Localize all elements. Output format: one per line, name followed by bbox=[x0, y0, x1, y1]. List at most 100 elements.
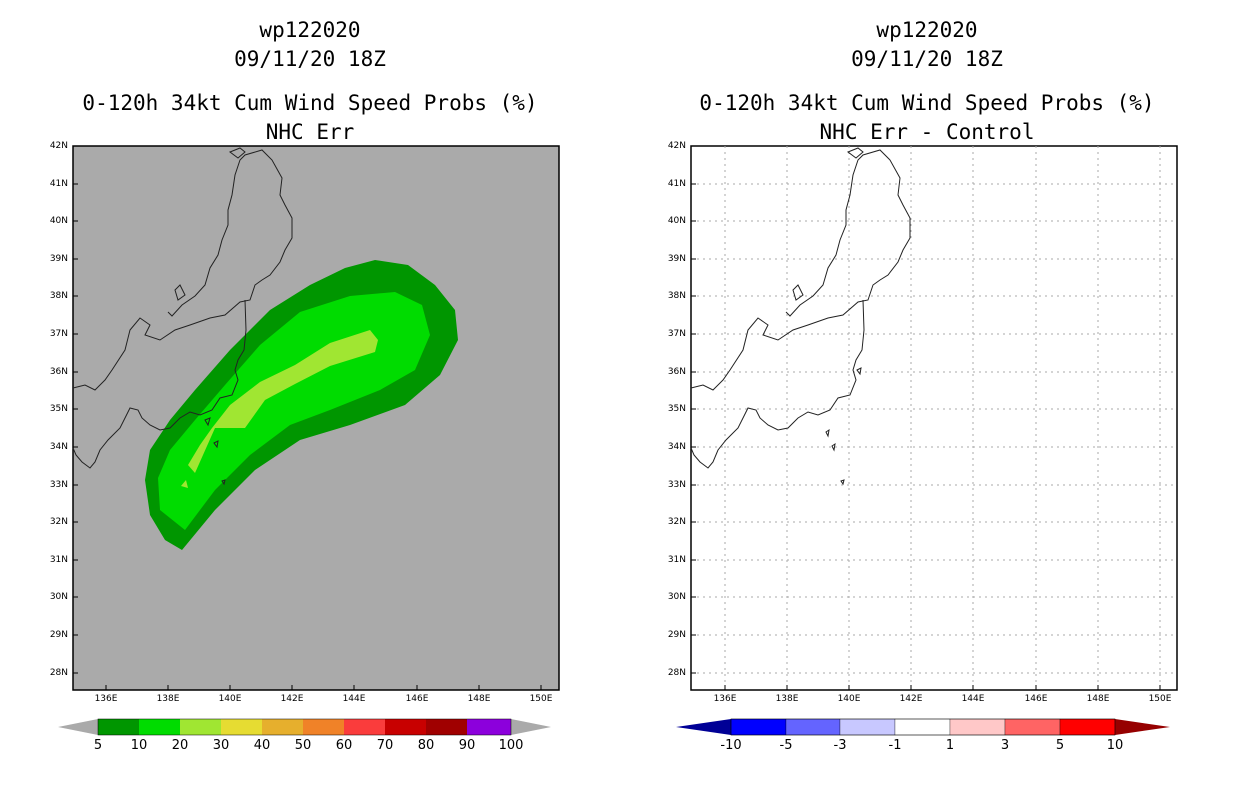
right-lat-label: 39N bbox=[667, 254, 686, 264]
right-colorbar-bin-neg10-neg5 bbox=[730, 718, 787, 736]
left-lat-label: 39N bbox=[49, 254, 68, 264]
left-colorbar-bin-80-90 bbox=[426, 719, 467, 735]
right-colorbar bbox=[676, 718, 1170, 736]
right-colorbar-bin-neg3-neg1 bbox=[839, 718, 896, 736]
left-ticks bbox=[73, 145, 542, 690]
right-lat-label: 31N bbox=[667, 555, 686, 565]
left-lon-label: 150E bbox=[529, 694, 553, 704]
right-lat-label: 33N bbox=[667, 480, 686, 490]
left-lat-label: 38N bbox=[49, 291, 68, 301]
right-lon-label: 136E bbox=[713, 694, 737, 704]
right-lon-label: 142E bbox=[899, 694, 923, 704]
right-lat-label: 30N bbox=[667, 592, 686, 602]
left-colorbar-bin-30-40 bbox=[221, 719, 262, 735]
right-title-product: 0-120h 34kt Cum Wind Speed Probs (%) bbox=[699, 91, 1155, 115]
right-colorbar-label: 1 bbox=[945, 738, 955, 753]
left-colorbar-bin-50-60 bbox=[303, 719, 344, 735]
left-colorbar-label: 90 bbox=[458, 738, 476, 753]
right-lon-label: 146E bbox=[1024, 694, 1048, 704]
right-lat-label: 28N bbox=[667, 668, 686, 678]
left-title-storm: wp122020 bbox=[259, 18, 361, 42]
right-title-method: NHC Err - Control bbox=[819, 120, 1035, 144]
right-lat-label: 32N bbox=[667, 517, 686, 527]
left-lat-label: 34N bbox=[49, 442, 68, 452]
left-colorbar-label: 60 bbox=[335, 738, 353, 753]
left-title-date: 09/11/20 18Z bbox=[234, 47, 386, 71]
left-colorbar-bin-20-30 bbox=[180, 719, 221, 735]
right-lon-label: 140E bbox=[837, 694, 861, 704]
right-colorbar-label: -1 bbox=[888, 738, 902, 753]
prob-contour-20-30 bbox=[188, 330, 378, 473]
right-colorbar-label: 10 bbox=[1106, 738, 1124, 753]
right-lat-label: 42N bbox=[667, 141, 686, 151]
left-lat-label: 33N bbox=[49, 480, 68, 490]
left-lon-label: 144E bbox=[342, 694, 366, 704]
left-lat-label: 36N bbox=[49, 367, 68, 377]
left-colorbar-bin-60-70 bbox=[344, 719, 385, 735]
right-title-date: 09/11/20 18Z bbox=[851, 47, 1003, 71]
right-colorbar-bin-1-3 bbox=[949, 718, 1006, 736]
left-colorbar-bin-90-100 bbox=[467, 719, 511, 735]
left-title-product: 0-120h 34kt Cum Wind Speed Probs (%) bbox=[82, 91, 538, 115]
right-colorbar-bin-neg1-1 bbox=[894, 718, 951, 736]
left-lon-label: 140E bbox=[218, 694, 242, 704]
left-colorbar-label: 20 bbox=[171, 738, 189, 753]
left-colorbar-label: 10 bbox=[130, 738, 148, 753]
right-colorbar-low-arrow bbox=[676, 719, 731, 735]
left-colorbar-label: 70 bbox=[376, 738, 394, 753]
right-lon-label: 138E bbox=[775, 694, 799, 704]
left-colorbar-label: 80 bbox=[417, 738, 435, 753]
right-lon-label: 148E bbox=[1086, 694, 1110, 704]
left-colorbar-label: 40 bbox=[253, 738, 271, 753]
right-ticks bbox=[691, 145, 1161, 690]
right-colorbar-label: -10 bbox=[720, 738, 742, 753]
right-lat-label: 40N bbox=[667, 216, 686, 226]
left-lat-label: 42N bbox=[49, 141, 68, 151]
left-lon-label: 148E bbox=[467, 694, 491, 704]
right-colorbar-label: 5 bbox=[1055, 738, 1065, 753]
left-colorbar bbox=[58, 718, 551, 736]
left-title-method: NHC Err bbox=[265, 120, 355, 144]
right-lat-label: 37N bbox=[667, 329, 686, 339]
left-lat-label: 28N bbox=[49, 668, 68, 678]
right-lon-label: 144E bbox=[961, 694, 985, 704]
left-lat-label: 40N bbox=[49, 216, 68, 226]
left-lat-label: 30N bbox=[49, 592, 68, 602]
right-title-storm: wp122020 bbox=[876, 18, 978, 42]
left-colorbar-label: 5 bbox=[93, 738, 103, 753]
left-lat-label: 31N bbox=[49, 555, 68, 565]
left-colorbar-bin-5-10 bbox=[98, 719, 139, 735]
left-colorbar-label: 30 bbox=[212, 738, 230, 753]
right-colorbar-label: -5 bbox=[779, 738, 793, 753]
right-lat-label: 36N bbox=[667, 367, 686, 377]
right-lat-label: 29N bbox=[667, 630, 686, 640]
right-gridlines bbox=[691, 146, 1177, 690]
right-colorbar-label: -3 bbox=[833, 738, 847, 753]
right-colorbar-bin-5-10 bbox=[1059, 718, 1116, 736]
right-coastline bbox=[690, 147, 911, 486]
left-lat-label: 35N bbox=[49, 404, 68, 414]
left-lat-label: 37N bbox=[49, 329, 68, 339]
left-lat-label: 29N bbox=[49, 630, 68, 640]
left-colorbar-bin-10-20 bbox=[139, 719, 180, 735]
left-colorbar-bin-40-50 bbox=[262, 719, 303, 735]
right-map-frame bbox=[690, 145, 1178, 691]
left-coastline bbox=[72, 147, 293, 486]
left-lon-label: 142E bbox=[280, 694, 304, 704]
right-lat-label: 35N bbox=[667, 404, 686, 414]
left-colorbar-high-arrow bbox=[511, 719, 551, 735]
prob-contour-20-30-islet bbox=[181, 480, 188, 488]
left-lat-label: 32N bbox=[49, 517, 68, 527]
right-lat-label: 41N bbox=[667, 179, 686, 189]
left-colorbar-label: 100 bbox=[498, 738, 524, 753]
left-colorbar-label: 50 bbox=[294, 738, 312, 753]
right-colorbar-high-arrow bbox=[1115, 719, 1170, 735]
right-colorbar-bin-3-5 bbox=[1004, 718, 1061, 736]
left-lon-label: 136E bbox=[94, 694, 118, 704]
right-lat-label: 38N bbox=[667, 291, 686, 301]
left-lon-label: 146E bbox=[405, 694, 429, 704]
right-colorbar-label: 3 bbox=[1000, 738, 1010, 753]
left-lat-label: 41N bbox=[49, 179, 68, 189]
